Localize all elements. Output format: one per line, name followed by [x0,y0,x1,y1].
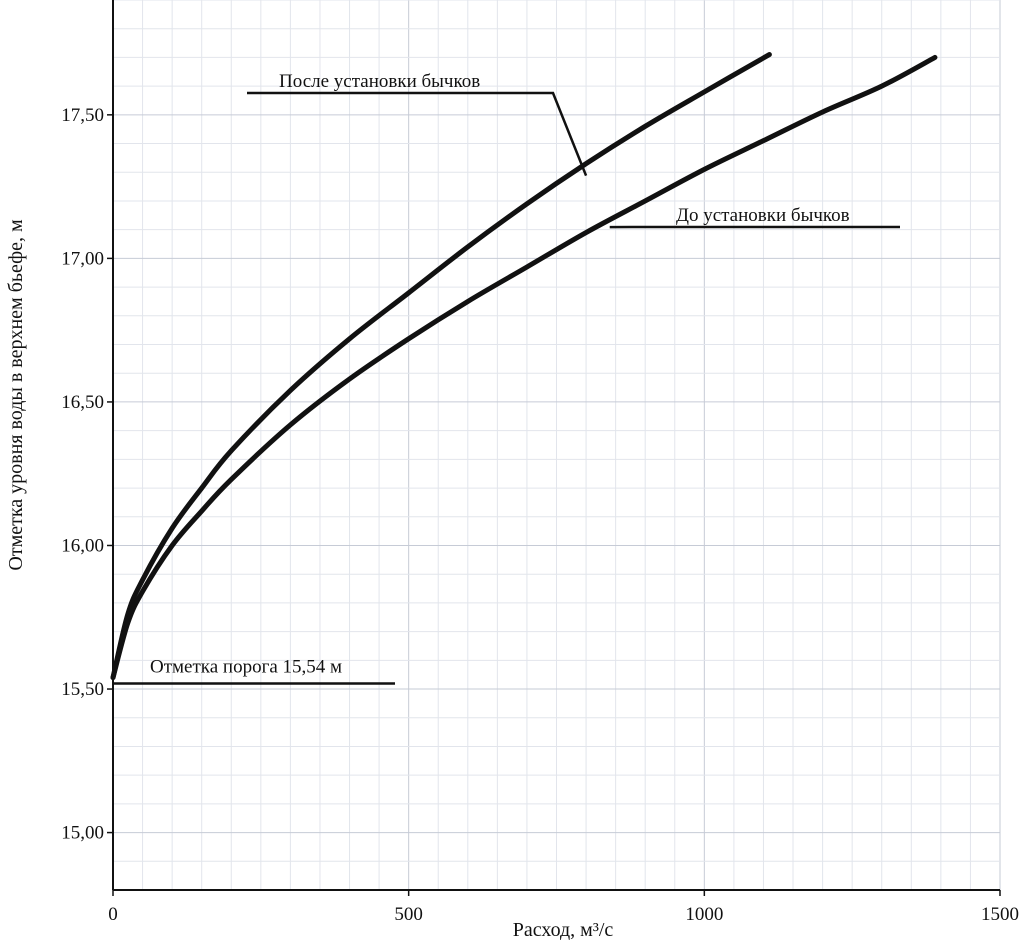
annotation-label-before: До установки бычков [676,205,850,226]
annotation-label-after: После установки бычков [279,71,480,92]
x-tick-label: 0 [108,904,118,925]
x-tick-label: 1500 [981,904,1019,925]
annotations: После установки бычков До установки бычк… [113,71,900,685]
y-ticks: 15,00 15,50 16,00 16,50 17,00 17,50 [61,105,113,844]
x-tick-label: 500 [394,904,423,925]
annotation-label-threshold: Отметка порога 15,54 м [150,657,342,678]
x-axis-title: Расход, м³/с [513,919,614,941]
y-tick-label: 16,00 [61,535,104,556]
x-tick-label: 1000 [685,904,723,925]
y-tick-label: 17,00 [61,248,104,269]
y-tick-label: 16,50 [61,392,104,413]
x-ticks: 0 500 1000 1500 [108,890,1019,925]
y-axis-title: Отметка уровня воды в верхнем бьефе, м [5,219,27,571]
y-tick-label: 17,50 [61,105,104,126]
series-group [110,52,938,681]
annotation-leader-after [247,91,588,177]
axes [112,0,1000,891]
y-tick-label: 15,00 [61,823,104,844]
grid [112,0,1001,890]
series-line-before-piers [110,54,938,681]
series-line-after-piers [110,52,772,681]
y-tick-label: 15,50 [61,679,104,700]
